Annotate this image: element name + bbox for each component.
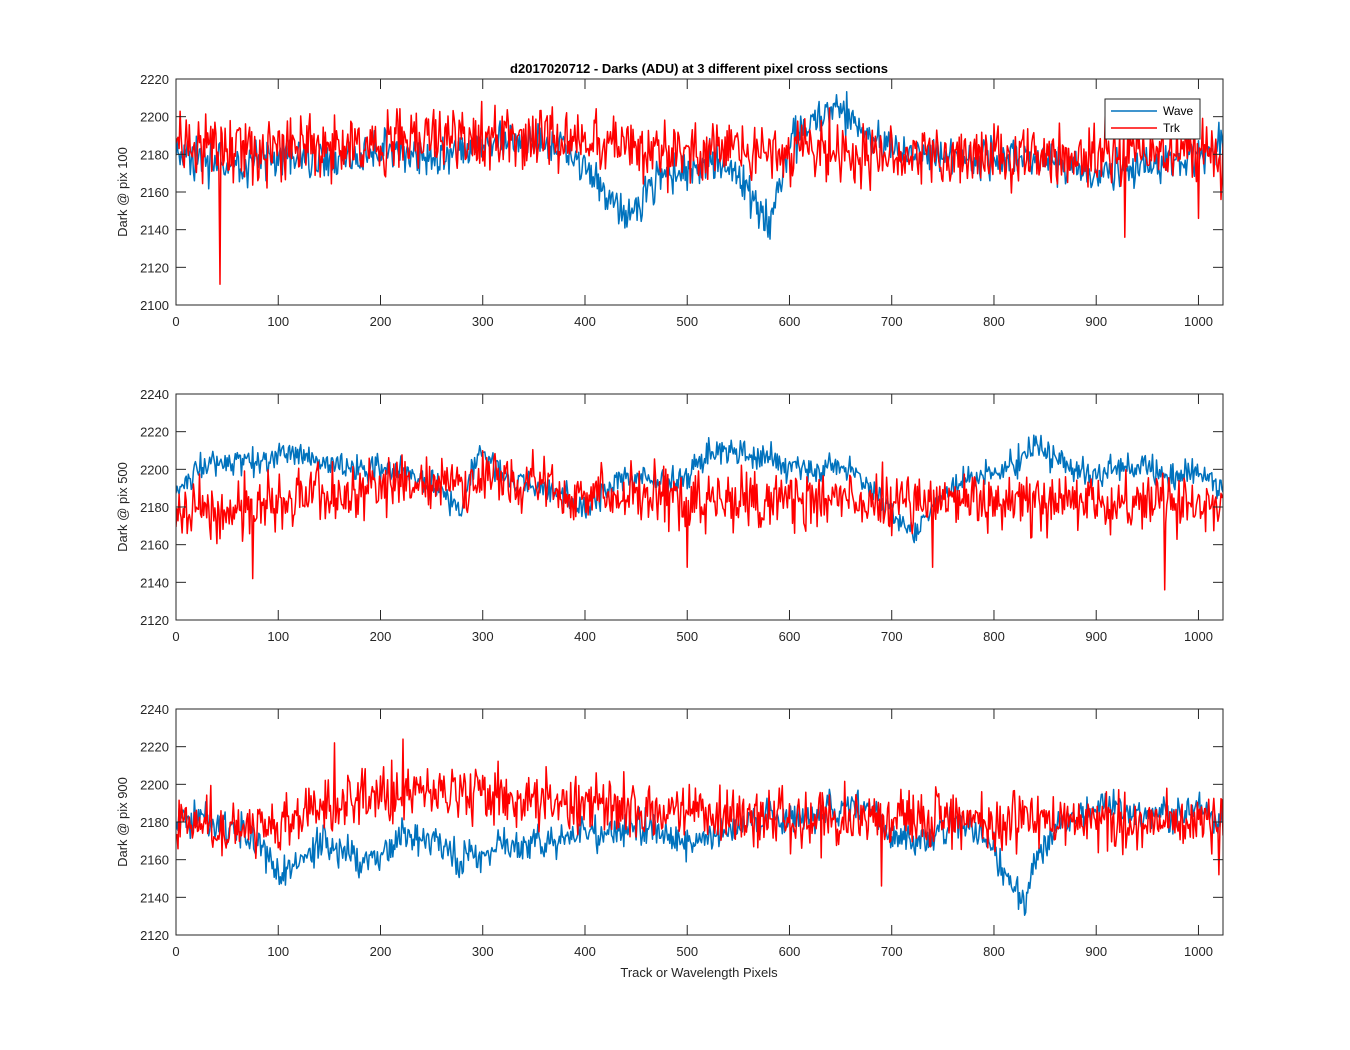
x-tick-label: 1000 — [1184, 314, 1213, 329]
x-tick-label: 400 — [574, 944, 596, 959]
x-tick-label: 800 — [983, 944, 1005, 959]
series-line-wave — [176, 788, 1223, 916]
x-tick-label: 700 — [881, 314, 903, 329]
x-tick-label: 600 — [779, 944, 801, 959]
series-line-trk — [176, 448, 1223, 591]
y-tick-label: 2180 — [140, 815, 169, 830]
legend-label-trk: Trk — [1163, 121, 1181, 135]
y-tick-label: 2140 — [140, 575, 169, 590]
y-tick-label: 2120 — [140, 928, 169, 943]
series-group — [176, 434, 1223, 591]
x-tick-label: 300 — [472, 314, 494, 329]
plot-area — [176, 709, 1223, 935]
x-tick-label: 400 — [574, 629, 596, 644]
x-tick-label: 1000 — [1184, 629, 1213, 644]
y-tick-label: 2140 — [140, 890, 169, 905]
y-tick-label: 2160 — [140, 185, 169, 200]
y-tick-label: 2240 — [140, 387, 169, 402]
x-tick-label: 800 — [983, 314, 1005, 329]
x-tick-label: 600 — [779, 629, 801, 644]
plot-area — [176, 79, 1223, 305]
y-axis-label: Dark @ pix 500 — [115, 462, 130, 552]
y-axis-label: Dark @ pix 100 — [115, 147, 130, 237]
x-tick-label: 700 — [881, 629, 903, 644]
x-tick-label: 900 — [1085, 629, 1107, 644]
x-tick-label: 800 — [983, 629, 1005, 644]
x-tick-label: 100 — [267, 944, 289, 959]
series-line-trk — [176, 738, 1223, 887]
x-tick-label: 700 — [881, 944, 903, 959]
y-tick-label: 2200 — [140, 110, 169, 125]
y-tick-label: 2160 — [140, 853, 169, 868]
series-group — [176, 738, 1223, 916]
x-tick-label: 300 — [472, 629, 494, 644]
x-tick-label: 200 — [370, 314, 392, 329]
subplot-1: 0 100 200 300 400 500 600 700 800 900 1000 2100 2120… — [115, 72, 1224, 329]
subplot-3: 0 100 200 300 400 500 600 700 800 900 1000 2120 2140… — [115, 702, 1224, 959]
x-tick-label: 0 — [172, 314, 179, 329]
legend: Wave Trk — [1104, 98, 1201, 140]
y-tick-label: 2120 — [140, 260, 169, 275]
y-tick-label: 2240 — [140, 702, 169, 717]
x-tick-label: 1000 — [1184, 944, 1213, 959]
y-tick-label: 2120 — [140, 613, 169, 628]
x-tick-label: 100 — [267, 314, 289, 329]
x-tick-label: 200 — [370, 629, 392, 644]
x-tick-label: 200 — [370, 944, 392, 959]
x-tick-label: 0 — [172, 944, 179, 959]
x-tick-label: 100 — [267, 629, 289, 644]
x-tick-label: 400 — [574, 314, 596, 329]
subplot-2: 0 100 200 300 400 500 600 700 800 900 1000 2120 2140… — [115, 387, 1224, 644]
figure-title: d2017020712 - Darks (ADU) at 3 different… — [510, 61, 888, 76]
x-tick-label: 500 — [676, 314, 698, 329]
series-group — [176, 90, 1223, 286]
x-tick-label: 300 — [472, 944, 494, 959]
y-tick-label: 2220 — [140, 740, 169, 755]
x-tick-label: 600 — [779, 314, 801, 329]
x-tick-label: 500 — [676, 944, 698, 959]
y-tick-label: 2100 — [140, 298, 169, 313]
y-tick-label: 2180 — [140, 500, 169, 515]
x-tick-label: 500 — [676, 629, 698, 644]
subplot-panels: 0 100 200 300 400 500 600 700 800 900 100021002120… — [115, 72, 1224, 959]
x-tick-label: 0 — [172, 629, 179, 644]
y-tick-label: 2140 — [140, 223, 169, 238]
y-tick-label: 2200 — [140, 777, 169, 792]
legend-box — [1104, 98, 1201, 140]
y-tick-label: 2200 — [140, 462, 169, 477]
y-tick-label: 2220 — [140, 425, 169, 440]
y-tick-label: 2160 — [140, 538, 169, 553]
series-line-trk — [176, 100, 1223, 286]
x-axis-label: Track or Wavelength Pixels — [620, 965, 778, 980]
x-tick-label: 900 — [1085, 314, 1107, 329]
series-line-wave — [176, 434, 1223, 544]
y-tick-label: 2220 — [140, 72, 169, 87]
legend-label-wave: Wave — [1163, 104, 1194, 118]
y-tick-label: 2180 — [140, 147, 169, 162]
x-tick-label: 900 — [1085, 944, 1107, 959]
y-axis-label: Dark @ pix 900 — [115, 777, 130, 867]
